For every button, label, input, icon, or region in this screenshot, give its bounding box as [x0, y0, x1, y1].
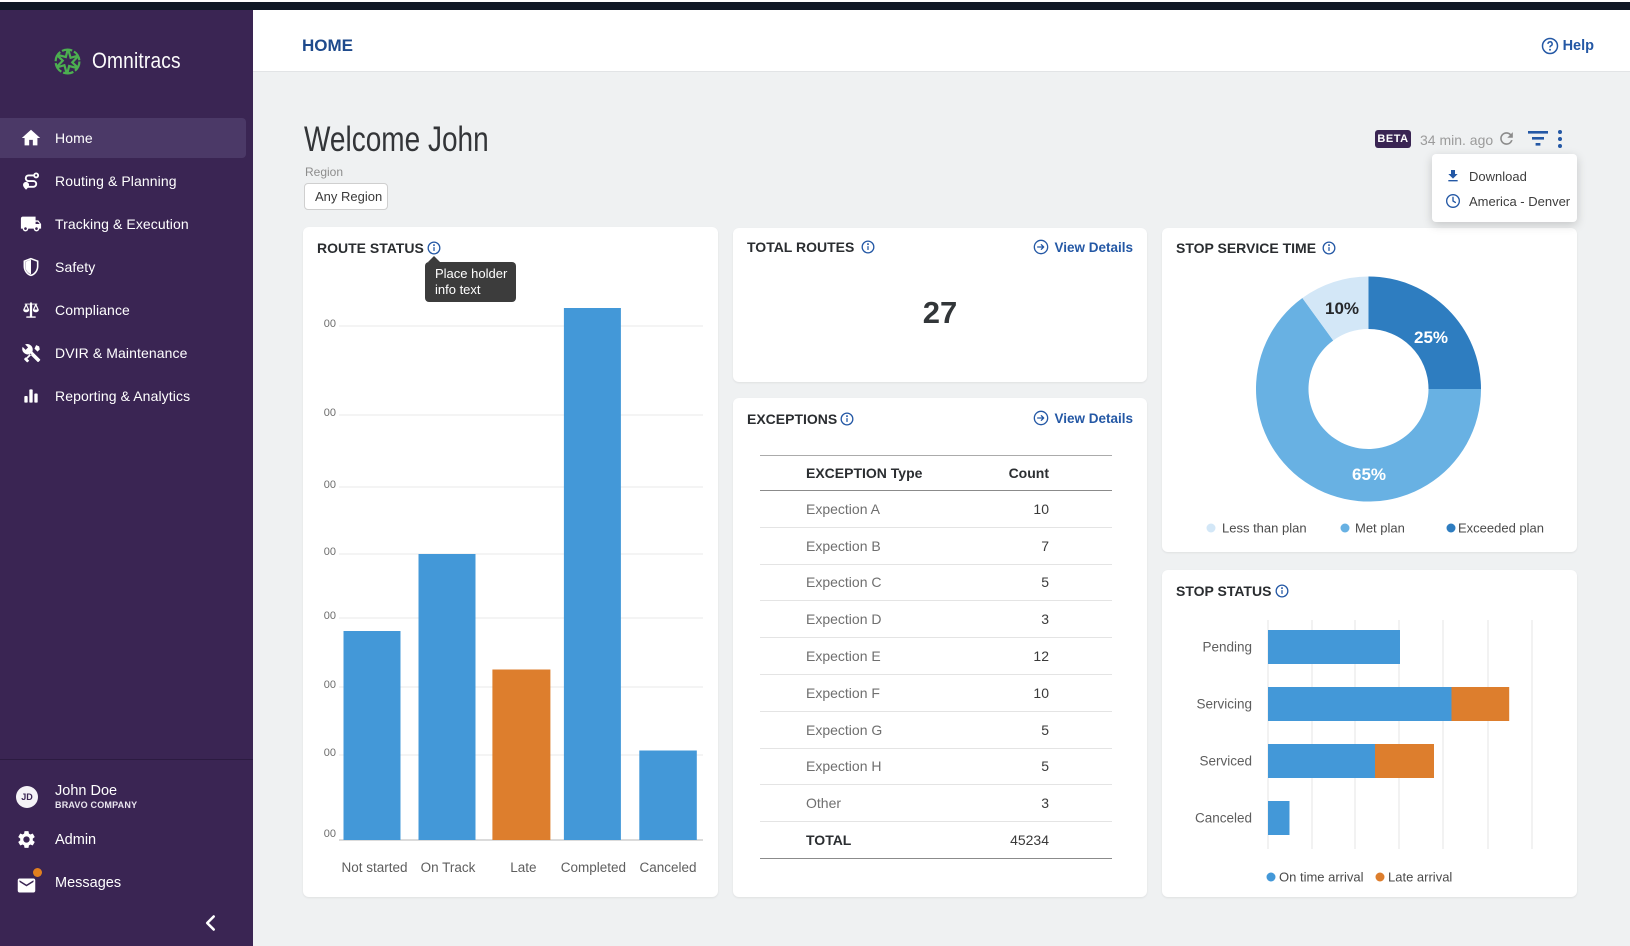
svg-text:Serviced: Serviced	[1199, 754, 1252, 769]
svg-text:00: 00	[324, 610, 336, 622]
svg-text:Servicing: Servicing	[1196, 697, 1252, 712]
svg-text:00: 00	[324, 679, 336, 691]
svg-text:00: 00	[324, 318, 336, 330]
svg-text:Canceled: Canceled	[1195, 811, 1252, 826]
svg-text:Late: Late	[510, 860, 536, 875]
svg-text:On Track: On Track	[421, 860, 476, 875]
svg-text:Not started: Not started	[341, 860, 407, 875]
svg-text:Late arrival: Late arrival	[1388, 870, 1452, 885]
svg-text:Completed: Completed	[561, 860, 626, 875]
svg-text:65%: 65%	[1352, 465, 1386, 484]
svg-text:00: 00	[324, 407, 336, 419]
svg-text:Exceeded plan: Exceeded plan	[1458, 521, 1544, 536]
svg-text:Canceled: Canceled	[639, 860, 696, 875]
svg-text:00: 00	[324, 479, 336, 491]
svg-text:10%: 10%	[1325, 299, 1359, 318]
svg-text:Met plan: Met plan	[1355, 521, 1405, 536]
svg-text:On time arrival: On time arrival	[1279, 870, 1364, 885]
svg-text:Pending: Pending	[1202, 640, 1252, 655]
svg-text:00: 00	[324, 747, 336, 759]
svg-text:Less than plan: Less than plan	[1222, 521, 1307, 536]
svg-text:00: 00	[324, 546, 336, 558]
svg-text:25%: 25%	[1414, 328, 1448, 347]
svg-text:00: 00	[324, 828, 336, 840]
